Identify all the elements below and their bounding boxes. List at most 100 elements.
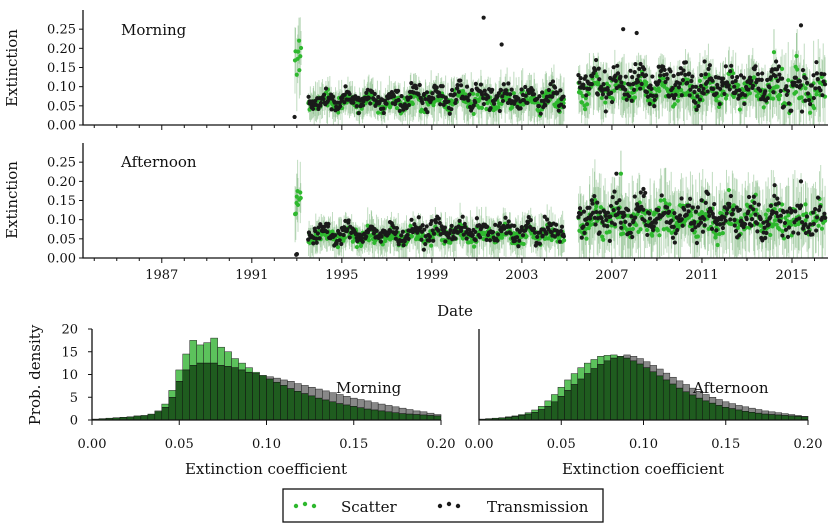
transmission-point <box>427 238 432 243</box>
transmission-point <box>608 214 613 219</box>
transmission-point <box>593 68 598 73</box>
transmission-point <box>679 71 684 76</box>
transmission-point <box>499 42 504 47</box>
transmission-point <box>694 240 700 246</box>
y-tick-label: 0.10 <box>47 213 76 228</box>
transmission-point <box>768 215 773 220</box>
transmission-point <box>469 88 475 93</box>
transmission-point <box>645 232 650 238</box>
transmission-point <box>670 235 676 240</box>
scatter-point <box>661 76 666 81</box>
transmission-point <box>679 196 684 201</box>
transmission-point <box>781 210 786 215</box>
transmission-point <box>517 238 522 243</box>
transmission-point <box>609 90 614 95</box>
scatter-point <box>754 93 759 99</box>
transmission-point <box>657 78 662 84</box>
overlap-histogram-bar <box>398 413 407 421</box>
x-tick-label: 0.10 <box>252 437 281 452</box>
overlap-histogram-bar <box>590 368 598 421</box>
scatter-point <box>717 231 722 237</box>
transmission-point <box>662 67 667 73</box>
scatter-point <box>471 111 476 117</box>
afternoon-x-ticks: 1987 1991 1995 1999 2003 2007 2011 2015 <box>93 258 815 283</box>
x-tick-label: 0.20 <box>794 437 823 452</box>
transmission-point <box>549 230 554 235</box>
transmission-point <box>786 101 791 106</box>
transmission-point <box>814 71 820 76</box>
scatter-point <box>655 228 660 233</box>
transmission-point <box>581 209 587 214</box>
overlap-histogram-bar <box>682 391 690 421</box>
transmission-point <box>314 236 319 241</box>
transmission-point <box>306 94 311 99</box>
transmission-point <box>720 76 726 81</box>
scatter-point <box>799 95 804 100</box>
afternoon-y-label: Extinction <box>3 161 21 239</box>
scatter-histogram-bar <box>551 394 559 403</box>
transmission-point <box>420 100 425 106</box>
scatter-point <box>672 102 677 107</box>
transmission-point <box>684 212 689 218</box>
transmission-point <box>631 87 637 92</box>
transmission-point <box>532 230 538 235</box>
transmission-point <box>604 95 609 100</box>
transmission-point <box>681 68 686 73</box>
transmission-point <box>683 60 689 65</box>
transmission-point <box>683 72 688 77</box>
scatter-point <box>774 222 779 227</box>
transmission-point <box>798 23 804 28</box>
transmission-point <box>774 210 779 215</box>
transmission-point <box>736 96 741 101</box>
transmission-histogram-bar <box>669 376 677 385</box>
x-tick-label: 0.05 <box>547 437 576 452</box>
x-tick-label: 0.00 <box>78 437 107 452</box>
transmission-point <box>778 219 783 224</box>
transmission-point <box>776 64 781 69</box>
overlap-histogram-bar <box>175 381 183 421</box>
transmission-point <box>750 83 756 88</box>
transmission-point <box>672 240 677 245</box>
transmission-point <box>651 224 656 229</box>
transmission-point <box>701 86 706 91</box>
transmission-point <box>576 214 581 220</box>
scatter-point <box>499 235 505 240</box>
transmission-point <box>695 94 700 99</box>
transmission-point <box>692 219 697 224</box>
scatter-point <box>460 89 466 94</box>
transmission-point <box>406 236 411 241</box>
scatter-point <box>770 96 776 101</box>
transmission-histogram-bar <box>315 388 323 399</box>
morning-annotation: Morning <box>121 21 187 39</box>
scatter-point <box>634 223 639 228</box>
transmission-point <box>676 85 682 90</box>
transmission-point <box>737 233 742 238</box>
transmission-point <box>724 211 729 216</box>
transmission-point <box>760 71 765 76</box>
transmission-point <box>810 210 816 215</box>
transmission-point <box>394 226 400 231</box>
transmission-point <box>478 82 484 87</box>
transmission-point <box>687 93 692 98</box>
transmission-point <box>417 82 422 88</box>
transmission-point <box>626 94 632 99</box>
transmission-point <box>641 186 646 192</box>
transmission-point <box>561 234 566 239</box>
transmission-point <box>600 219 605 225</box>
scatter-point <box>667 202 672 207</box>
overlap-histogram-bar <box>774 414 782 421</box>
overlap-histogram-bar <box>649 371 657 421</box>
overlap-histogram-bar <box>252 373 260 421</box>
transmission-point <box>391 94 397 99</box>
scatter-point <box>588 222 593 228</box>
transmission-point <box>309 99 315 104</box>
transmission-point <box>722 91 727 97</box>
transmission-point <box>823 215 828 220</box>
scatter-point <box>803 202 808 207</box>
scatter-point <box>638 227 643 232</box>
transmission-point <box>730 74 735 80</box>
scatter-point <box>795 67 800 72</box>
x-tick-label: 1991 <box>235 268 268 283</box>
transmission-histogram-bar <box>722 401 730 408</box>
scatter-point <box>666 228 671 233</box>
